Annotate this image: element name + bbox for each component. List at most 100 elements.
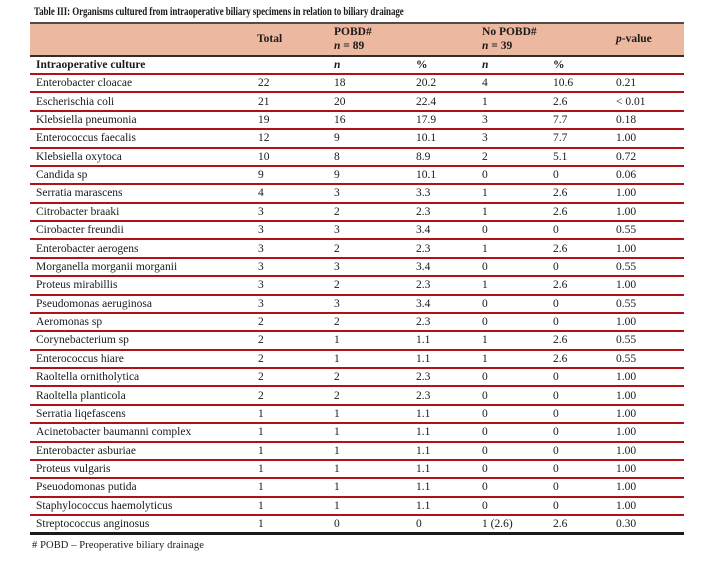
- total-count: 3: [255, 257, 331, 278]
- no-pobd-percent: 0: [550, 478, 614, 498]
- no-pobd-count: 3: [479, 110, 551, 131]
- no-pobd-count: 0: [479, 478, 551, 498]
- pobd-count: 3: [331, 184, 413, 204]
- table-row: Enterobacter asburiae 1 1 1.1 0 0 1.00: [30, 441, 685, 461]
- pobd-count: 1: [331, 478, 413, 498]
- no-pobd-percent: 7.7: [550, 110, 614, 131]
- no-pobd-count: 1: [479, 276, 551, 296]
- table-row: Cirobacter freundii 3 3 3.4 0 0 0.55: [30, 221, 685, 241]
- no-pobd-percent: 2.6: [550, 184, 614, 204]
- total-count: 1: [255, 459, 331, 480]
- pobd-percent: 1.1: [413, 423, 480, 443]
- p-value: < 0.01: [613, 92, 685, 112]
- no-pobd-n-count: n = 39: [482, 40, 613, 54]
- table-row: Pseuodomonas putida 1 1 1.1 0 0 1.00: [30, 478, 685, 498]
- no-pobd-percent: 0: [550, 496, 614, 517]
- pobd-percent: 2.3: [413, 239, 480, 259]
- document-page: Table III: Organisms cultured from intra…: [0, 6, 709, 551]
- organism-name: Enterobacter cloacae: [30, 74, 255, 94]
- p-value: 1.00: [613, 276, 685, 296]
- p-value: 1.00: [613, 478, 685, 498]
- organism-name: Serratia marascens: [30, 184, 255, 204]
- table-row: Serratia marascens 4 3 3.3 1 2.6 1.00: [30, 184, 685, 204]
- no-pobd-percent: 0: [550, 257, 614, 278]
- pobd-count: 18: [331, 74, 413, 94]
- no-pobd-n-value: = 39: [491, 39, 513, 52]
- table-row: Pseudomonas aeruginosa 3 3 3.4 0 0 0.55: [30, 294, 685, 314]
- pobd-count: 9: [331, 165, 413, 186]
- p-value: 1.00: [613, 129, 685, 149]
- table-row: Aeromonas sp 2 2 2.3 0 0 1.00: [30, 312, 685, 333]
- table-row: Raoltella planticola 2 2 2.3 0 0 1.00: [30, 386, 685, 406]
- col-header-pobd: POBD# n = 89: [331, 22, 480, 57]
- pobd-percent: 1.1: [413, 404, 480, 425]
- total-count: 22: [255, 74, 331, 94]
- total-count: 10: [255, 147, 331, 167]
- pobd-percent: 10.1: [413, 165, 480, 186]
- no-pobd-count: 1: [479, 331, 551, 351]
- no-pobd-count: 0: [479, 423, 551, 443]
- table-row: Acinetobacter baumanni complex 1 1 1.1 0…: [30, 423, 685, 443]
- total-count: 12: [255, 129, 331, 149]
- pobd-count: 2: [331, 312, 413, 333]
- pobd-count: 9: [331, 129, 413, 149]
- pobd-count: 1: [331, 349, 413, 370]
- pobd-percent: 3.4: [413, 294, 480, 314]
- subheader-p-spacer: [613, 56, 685, 75]
- table-row: Klebsiella oxytoca 10 8 8.9 2 5.1 0.72: [30, 147, 685, 167]
- pobd-count: 2: [331, 202, 413, 223]
- table-row: Raoltella ornitholytica 2 2 2.3 0 0 1.00: [30, 368, 685, 388]
- p-value: 0.21: [613, 74, 685, 94]
- pobd-percent: 10.1: [413, 129, 480, 149]
- table-row: Klebsiella pneumonia 19 16 17.9 3 7.7 0.…: [30, 110, 685, 131]
- table-row: Enterococcus hiare 2 1 1.1 1 2.6 0.55: [30, 349, 685, 370]
- total-count: 2: [255, 386, 331, 406]
- pobd-percent: 1.1: [413, 478, 480, 498]
- p-value: 1.00: [613, 423, 685, 443]
- pobd-percent: 2.3: [413, 368, 480, 388]
- total-label: Total: [257, 32, 283, 45]
- no-pobd-percent: 0: [550, 221, 614, 241]
- pobd-percent: 2.3: [413, 386, 480, 406]
- total-count: 9: [255, 165, 331, 186]
- pobd-count: 1: [331, 441, 413, 461]
- p-value: 1.00: [613, 496, 685, 517]
- table-footnote: # POBD – Preoperative biliary drainage: [32, 540, 205, 552]
- no-pobd-count: 0: [479, 221, 551, 241]
- p-value: 0.30: [613, 515, 685, 536]
- organism-name: Raoltella ornitholytica: [30, 368, 255, 388]
- header-organism-spacer: [30, 22, 255, 57]
- organism-name: Staphylococcus haemolyticus: [30, 496, 255, 517]
- pobd-percent: 22.4: [413, 92, 480, 112]
- total-count: 1: [255, 441, 331, 461]
- pobd-count: 0: [331, 515, 413, 536]
- no-pobd-percent: 0: [550, 423, 614, 443]
- no-pobd-count: 1: [479, 202, 551, 223]
- subheader-pobd-percent: %: [413, 56, 480, 75]
- no-pobd-percent: 2.6: [550, 239, 614, 259]
- pobd-n-value: = 89: [343, 39, 365, 52]
- no-pobd-count: 0: [479, 459, 551, 480]
- total-count: 1: [255, 423, 331, 443]
- table-row: Corynebacterium sp 2 1 1.1 1 2.6 0.55: [30, 331, 685, 351]
- pobd-count: 1: [331, 331, 413, 351]
- no-pobd-percent: 0: [550, 368, 614, 388]
- p-value: 1.00: [613, 312, 685, 333]
- table-row: Enterobacter cloacae 22 18 20.2 4 10.6 0…: [30, 74, 685, 94]
- no-pobd-n-symbol: n: [482, 39, 489, 52]
- pobd-count: 16: [331, 110, 413, 131]
- no-pobd-count: 4: [479, 74, 551, 94]
- pobd-count: 3: [331, 294, 413, 314]
- no-pobd-count: 0: [479, 368, 551, 388]
- organism-name: Enterococcus hiare: [30, 349, 255, 370]
- p-value: 0.18: [613, 110, 685, 131]
- pobd-n-count: n = 89: [334, 40, 479, 54]
- p-value: 0.06: [613, 165, 685, 186]
- pobd-percent: 1.1: [413, 441, 480, 461]
- no-pobd-percent: 2.6: [550, 349, 614, 370]
- no-pobd-count: 3: [479, 129, 551, 149]
- pobd-percent: 20.2: [413, 74, 480, 94]
- col-header-no-pobd: No POBD# n = 39: [479, 22, 614, 57]
- organism-name: Morganella morganii morganii: [30, 257, 255, 278]
- table-row: Staphylococcus haemolyticus 1 1 1.1 0 0 …: [30, 496, 685, 517]
